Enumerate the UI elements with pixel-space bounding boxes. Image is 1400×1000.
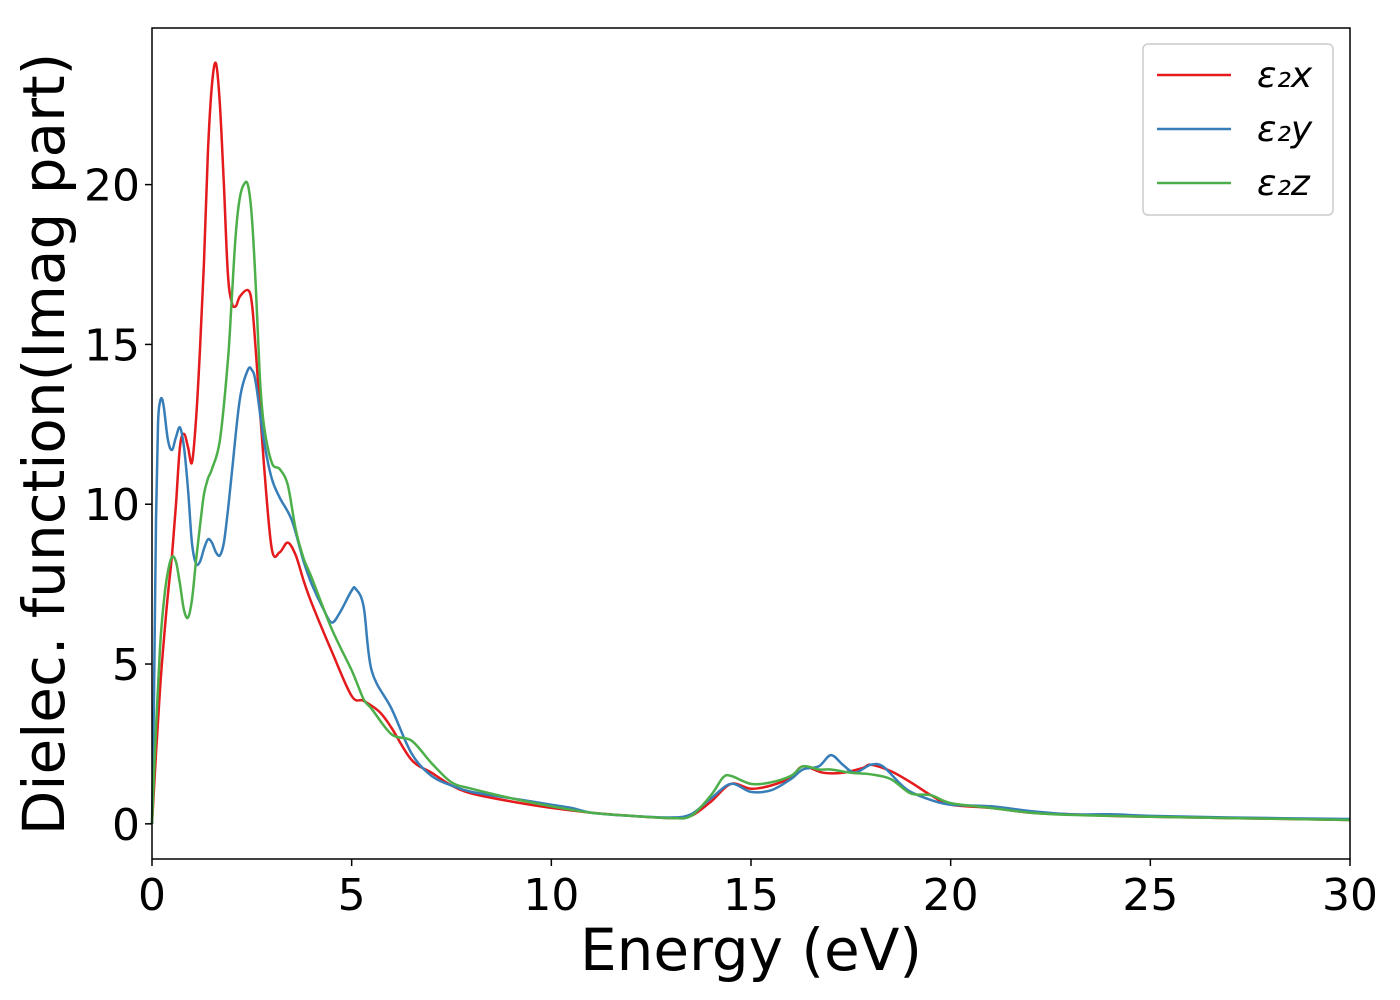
x-tick-label: 20 bbox=[923, 870, 979, 921]
y-tick-label: 5 bbox=[112, 640, 140, 691]
legend-frame bbox=[1142, 43, 1334, 216]
axis-ticks: 0 5 10 15 20 25 30 0 5 10 15 20 bbox=[84, 161, 1378, 921]
y-axis-label: Dielec. function(Imag part) bbox=[10, 53, 78, 836]
legend-label-1: ε₂x bbox=[1257, 55, 1313, 96]
y-tick-label: 20 bbox=[84, 161, 140, 212]
x-axis-label: Energy (eV) bbox=[580, 916, 922, 984]
x-tick-label: 10 bbox=[523, 870, 579, 921]
series-lines bbox=[150, 61, 1351, 824]
series-line-3 bbox=[150, 180, 1351, 824]
y-tick-label: 15 bbox=[84, 320, 140, 371]
legend-label-2: ε₂y bbox=[1257, 109, 1313, 150]
legend-label-3: ε₂z bbox=[1257, 163, 1311, 204]
y-tick-label: 0 bbox=[112, 800, 140, 851]
legend: ε₂x ε₂y ε₂z bbox=[1142, 43, 1334, 216]
x-tick-label: 0 bbox=[138, 870, 166, 921]
y-tick-label: 10 bbox=[84, 480, 140, 531]
x-tick-label: 5 bbox=[338, 870, 366, 921]
series-line-2 bbox=[150, 366, 1351, 824]
x-tick-label: 30 bbox=[1322, 870, 1378, 921]
x-tick-label: 15 bbox=[723, 870, 779, 921]
x-tick-label: 25 bbox=[1122, 870, 1178, 921]
